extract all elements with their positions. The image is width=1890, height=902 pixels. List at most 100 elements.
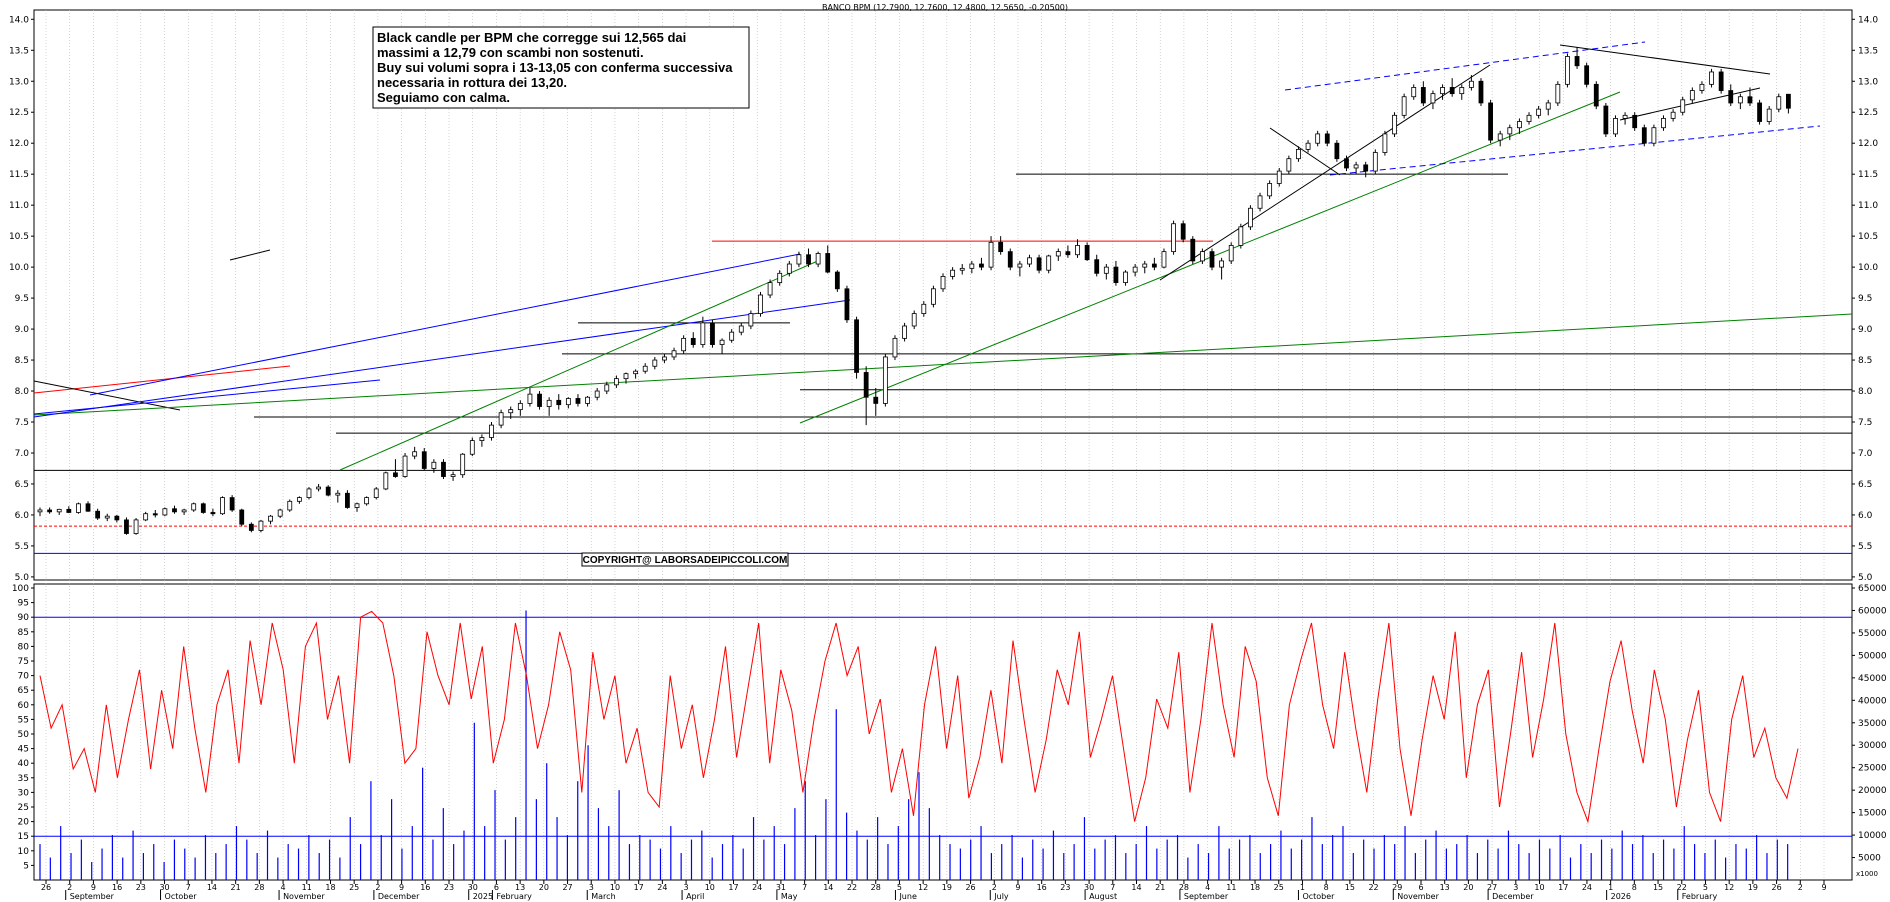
candle-body	[1103, 266, 1109, 274]
candle-body	[268, 515, 273, 522]
price-tick-label: 12.0	[9, 139, 29, 149]
candle-body	[1565, 56, 1570, 85]
date-tick-label: 24	[1582, 883, 1592, 892]
date-tick-label: 21	[231, 883, 241, 892]
date-tick-label: 7	[186, 883, 191, 892]
candle-body	[825, 253, 831, 273]
month-label: December	[378, 892, 420, 901]
date-tick-label: 2	[992, 883, 997, 892]
date-tick-label: 30	[468, 883, 478, 892]
candle-body	[537, 393, 542, 407]
candle-body	[498, 412, 504, 426]
candle-body	[1219, 260, 1225, 268]
candle-body	[1334, 142, 1340, 160]
candle-body	[738, 325, 744, 333]
oscillator-axis: 5 10 15 20 25 30 35 40 45 50 55 60 65 70 75 80 85 90 95 100	[12, 584, 34, 871]
candle-body	[1728, 90, 1734, 104]
oscillator-line	[39, 610, 1799, 824]
oscillator-tick-label: 75	[18, 657, 29, 667]
date-tick-label: 30	[1084, 883, 1094, 892]
price-tick-label: 13.5	[9, 46, 29, 56]
candle-body	[402, 455, 408, 477]
price-tick-label: 13.5	[1858, 46, 1878, 56]
candle-body	[786, 263, 792, 274]
trendline	[1619, 87, 1761, 121]
candle-body	[700, 322, 706, 345]
candle-body	[76, 503, 81, 513]
date-tick-label: 17	[1558, 883, 1568, 892]
annotation-box: Black candle per BPM che corregge sui 12…	[372, 26, 750, 109]
candle-body	[767, 282, 773, 296]
price-tick-label: 12.0	[1858, 139, 1878, 149]
date-tick-label: 8	[1632, 883, 1637, 892]
trendline	[229, 249, 271, 261]
candle-body	[969, 263, 975, 269]
candle-body	[1055, 251, 1061, 257]
candle-body	[1286, 158, 1292, 172]
candle-body	[1689, 90, 1695, 101]
date-tick-label: 11	[1226, 883, 1236, 892]
candle-body	[1276, 170, 1282, 184]
candle-body	[1488, 102, 1493, 141]
price-tick-label: 7.0	[15, 449, 30, 459]
candle-body	[248, 523, 254, 531]
date-tick-label: 23	[444, 883, 454, 892]
candle-body	[143, 513, 149, 521]
date-tick-label: 10	[610, 883, 620, 892]
candle-body	[114, 515, 120, 521]
volume-tick-label: 10000	[1858, 831, 1887, 841]
date-tick-label: 9	[91, 883, 96, 892]
candle-body	[998, 241, 1004, 253]
candle-body	[882, 356, 888, 404]
date-tick-label: 28	[254, 883, 264, 892]
candle-body	[1123, 271, 1128, 284]
candle-body	[316, 486, 321, 490]
candle-body	[940, 276, 946, 290]
oscillator-tick-label: 15	[18, 832, 29, 842]
date-tick-label: 22	[1677, 883, 1687, 892]
date-tick-label: 9	[1821, 883, 1826, 892]
candle-body	[1190, 238, 1196, 262]
candle-body	[585, 396, 590, 404]
volume-tick-label: 45000	[1858, 674, 1887, 684]
month-label: October	[1302, 892, 1335, 901]
date-tick-label: 21	[1155, 883, 1165, 892]
candle-body	[1449, 87, 1455, 95]
price-tick-label: 11.0	[9, 201, 29, 211]
candle-body	[1353, 164, 1359, 169]
date-tick-label: 19	[1748, 883, 1758, 892]
candle-body	[1382, 133, 1388, 153]
candle-body	[1411, 87, 1417, 98]
oscillator-tick-label: 95	[18, 599, 29, 609]
month-label: May	[781, 892, 798, 901]
candle-body	[152, 513, 158, 516]
candle-body	[200, 503, 206, 513]
candle-body	[1027, 257, 1032, 265]
candle-body	[575, 398, 581, 404]
candle-body	[1593, 83, 1599, 107]
candle-body	[124, 519, 129, 534]
date-tick-label: 13	[1440, 883, 1450, 892]
candle-body	[1757, 102, 1762, 122]
date-tick-label: 27	[562, 883, 572, 892]
candle-body	[383, 472, 389, 490]
candle-body	[210, 512, 216, 515]
date-tick-label: 1	[1608, 883, 1613, 892]
candle-body	[527, 393, 533, 404]
candle-body	[1171, 223, 1176, 253]
month-label: November	[283, 892, 325, 901]
candle-body	[508, 409, 514, 414]
month-label: February	[496, 892, 532, 901]
price-tick-label: 10.0	[9, 263, 29, 273]
candle-body	[354, 503, 360, 508]
candle-body	[1584, 65, 1590, 85]
candle-body	[1709, 71, 1714, 85]
candle-body	[902, 325, 907, 339]
candle-body	[719, 339, 725, 345]
candle-body	[104, 515, 110, 519]
candle-body	[373, 488, 379, 498]
candle-body	[834, 271, 840, 290]
vertical-grid	[45, 10, 1825, 880]
volume-bars	[39, 610, 1789, 880]
candle-body	[56, 508, 62, 513]
